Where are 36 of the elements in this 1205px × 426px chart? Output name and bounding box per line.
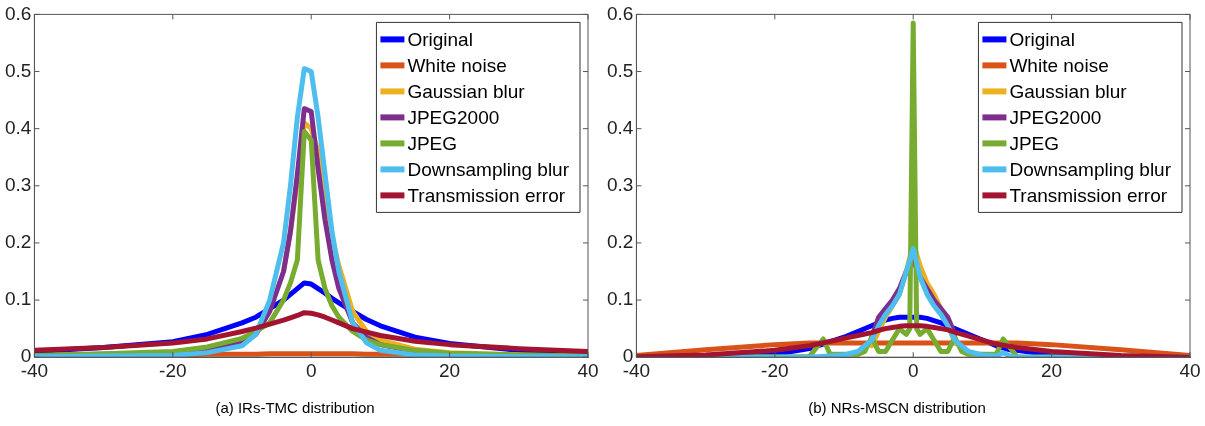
- legend-label: Gaussian blur: [1009, 80, 1128, 102]
- y-tick-label: 0.5: [4, 59, 32, 81]
- legend-label: Transmission error: [407, 184, 566, 206]
- y-tick-label: 0.6: [606, 2, 634, 24]
- legend-label: JPEG: [407, 132, 458, 154]
- x-tick-label: 40: [1179, 359, 1201, 381]
- y-tick-label: 0.1: [4, 288, 32, 310]
- legend-label: Downsampling blur: [407, 158, 570, 180]
- legend-label: JPEG2000: [407, 106, 500, 128]
- x-tick-label: 20: [439, 359, 461, 381]
- legend-label: White noise: [1009, 54, 1109, 76]
- text: (b) NRs-MSCN distribution: [808, 399, 986, 417]
- legend-label: Gaussian blur: [407, 80, 526, 102]
- x-tick-label: -20: [159, 359, 187, 381]
- y-tick-label: 0.4: [4, 116, 32, 138]
- legend-label: Original: [407, 28, 473, 50]
- y-tick-label: 0.4: [606, 116, 634, 138]
- y-tick-label: 0.1: [606, 288, 634, 310]
- legend-label: Downsampling blur: [1009, 158, 1172, 180]
- y-tick-label: 0.2: [606, 231, 634, 253]
- y-tick-label: 0.2: [4, 231, 32, 253]
- legend-label: JPEG: [1009, 132, 1060, 154]
- x-tick-label: 20: [1041, 359, 1063, 381]
- y-tick-label: 0.3: [606, 174, 634, 196]
- legend-label: White noise: [407, 54, 507, 76]
- legend-label: Original: [1009, 28, 1075, 50]
- x-tick-label: 0: [305, 359, 317, 381]
- y-tick-label: 0.3: [4, 174, 32, 196]
- y-tick-label: 0.5: [606, 59, 634, 81]
- y-tick-label: 0.6: [4, 2, 32, 24]
- legend-label: JPEG2000: [1009, 106, 1102, 128]
- text: (a) IRs-TMC distribution: [215, 399, 375, 417]
- x-tick-label: 0: [907, 359, 919, 381]
- x-tick-label: -20: [761, 359, 789, 381]
- legend-label: Transmission error: [1009, 184, 1168, 206]
- x-tick-label: 40: [577, 359, 599, 381]
